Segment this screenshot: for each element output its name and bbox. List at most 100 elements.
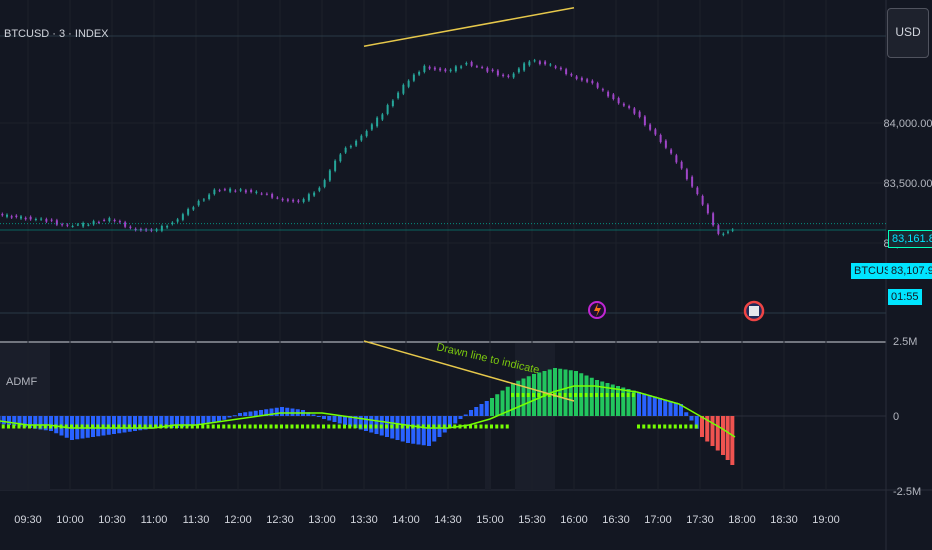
candle-body: [512, 73, 515, 78]
signal-dot: [264, 424, 268, 429]
symbol-title[interactable]: BTCUSD · 3 · INDEX: [4, 28, 109, 40]
candle-body: [334, 160, 337, 171]
admf-bar: [127, 416, 132, 432]
candle-body: [391, 100, 394, 107]
admf-bar: [694, 416, 699, 429]
admf-bar: [448, 416, 452, 428]
candle-body: [92, 221, 95, 225]
y-tick-label: 84,000.00: [884, 118, 932, 130]
candle-body: [45, 219, 48, 222]
signal-dot: [175, 424, 178, 429]
signal-dot: [12, 424, 16, 429]
candle-body: [685, 169, 688, 180]
candle-body: [355, 140, 358, 146]
signal-dot: [243, 424, 247, 429]
signal-dot: [285, 424, 289, 429]
candle-body: [103, 219, 106, 221]
candle-body: [475, 66, 478, 68]
candle-body: [554, 66, 557, 68]
signal-dot: [516, 393, 520, 397]
price-candles: [1, 58, 734, 237]
admf-bar: [148, 416, 153, 429]
candle-body: [386, 105, 389, 114]
currency-button[interactable]: USD: [887, 8, 929, 58]
candle-body: [24, 217, 27, 220]
admf-bar: [7, 416, 11, 425]
signal-dot: [337, 424, 341, 429]
signal-line: [0, 385, 736, 438]
admf-bar: [206, 416, 211, 424]
signal-dot: [616, 393, 619, 397]
admf-bar: [715, 416, 720, 451]
admf-bar: [411, 416, 416, 444]
admf-bar: [463, 414, 468, 416]
x-tick-label: 11:30: [183, 514, 210, 526]
admf-bar: [631, 390, 636, 416]
signal-dot: [579, 393, 583, 397]
candle-body: [234, 190, 237, 192]
admf-bar: [427, 416, 431, 446]
candle-body: [538, 61, 541, 64]
signal-dot: [684, 424, 688, 429]
candle-body: [118, 221, 121, 223]
signal-dot: [196, 424, 199, 429]
signal-dot: [238, 424, 241, 429]
candle-body: [145, 229, 148, 231]
candle-body: [197, 200, 200, 206]
signal-dot: [469, 424, 472, 429]
signal-dot: [253, 424, 257, 429]
candle-body: [376, 117, 379, 127]
admf-bar: [730, 416, 735, 465]
candle-body: [486, 67, 489, 72]
candle-body: [187, 209, 190, 215]
event-markers[interactable]: [588, 300, 765, 322]
bar-timer-badge: 01:55: [888, 289, 922, 305]
candle-body: [365, 130, 368, 137]
signal-dot: [295, 424, 299, 429]
candle-body: [192, 207, 195, 210]
candle-body: [223, 189, 226, 191]
signal-dot: [138, 424, 142, 429]
candle-body: [731, 229, 734, 231]
x-tick-label: 10:30: [98, 514, 126, 526]
indicator-label[interactable]: ADMF: [6, 376, 38, 388]
admf-bar: [322, 416, 326, 419]
indicator-trend-line[interactable]: [363, 340, 575, 402]
candle-body: [460, 66, 463, 68]
admf-bar: [201, 416, 206, 425]
candle-body: [328, 170, 331, 181]
candle-body: [344, 147, 347, 153]
signal-dot: [180, 424, 184, 429]
candle-body: [712, 213, 715, 226]
candle-body: [34, 219, 37, 220]
candle-body: [66, 224, 69, 226]
candle-body: [71, 226, 74, 228]
admf-bar: [421, 416, 426, 446]
candle-body: [402, 84, 405, 94]
signal-dot: [274, 424, 278, 429]
candle-body: [544, 61, 547, 65]
candle-body: [15, 215, 18, 217]
signal-dot: [64, 424, 68, 429]
signal-dot: [605, 393, 609, 397]
signal-dot: [343, 424, 346, 429]
x-tick-label: 13:00: [308, 514, 336, 526]
admf-bar: [49, 416, 53, 431]
admf-bar: [595, 380, 599, 416]
candle-body: [696, 187, 699, 195]
candle-body: [654, 129, 657, 135]
candle-body: [591, 80, 594, 84]
signal-dot: [511, 393, 514, 397]
signal-dot: [406, 424, 409, 429]
signal-dot: [495, 424, 499, 429]
signal-dot: [484, 424, 488, 429]
candle-body: [433, 67, 436, 70]
x-tick-label: 11:00: [141, 514, 168, 526]
admf-bar: [474, 407, 479, 416]
candle-body: [439, 68, 442, 71]
price-trend-line[interactable]: [363, 7, 575, 47]
candle-body: [397, 92, 400, 99]
candle-body: [108, 218, 111, 222]
